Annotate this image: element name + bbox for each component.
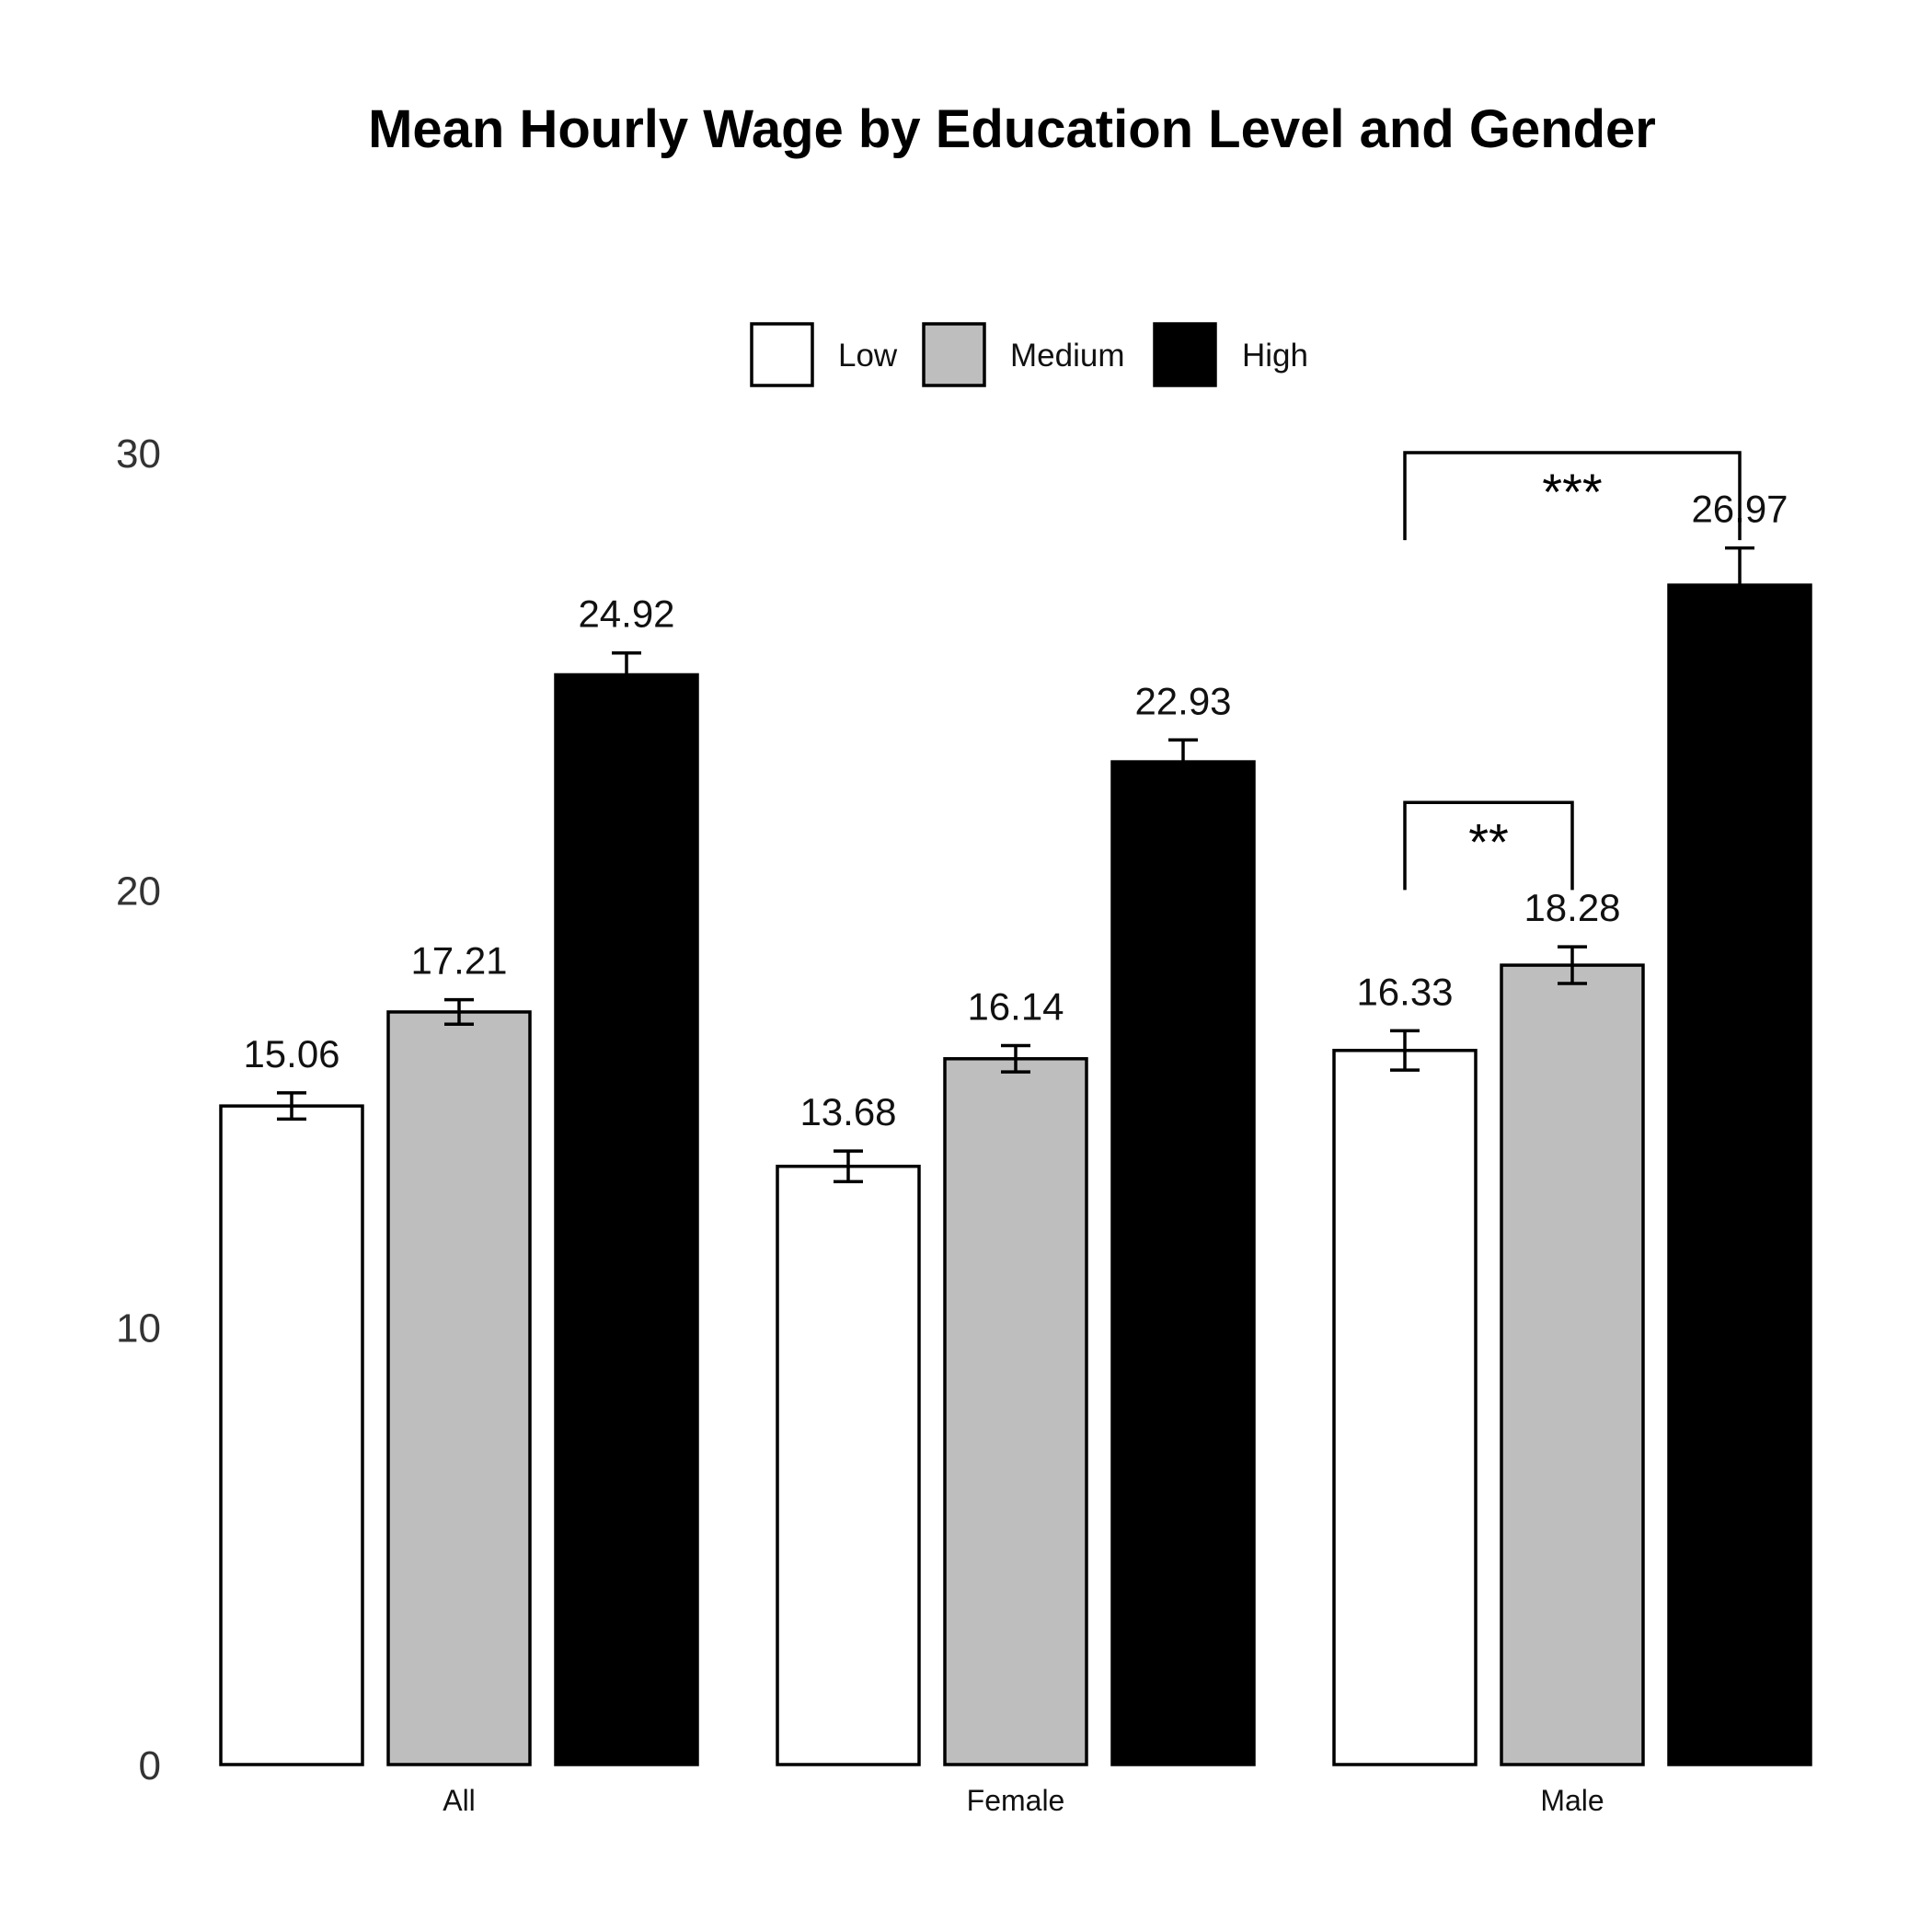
legend-label-medium: Medium [1010,338,1124,374]
y-tick-label: 10 [116,1306,161,1351]
error-bars [277,546,1754,1184]
data-label: 16.14 [967,985,1064,1029]
data-label: 22.93 [1134,679,1231,722]
legend: Low Medium High [750,322,1308,387]
data-label: 13.68 [799,1090,896,1133]
significance-stars: *** [1542,463,1602,521]
bar-medium-all [386,1010,532,1766]
significance-stars: ** [1468,812,1509,870]
data-label: 18.28 [1524,886,1620,929]
significance-annotations: ***** [1403,451,1742,891]
data-label: 15.06 [243,1032,339,1075]
bar-low-male [1332,1049,1478,1766]
y-tick-label: 30 [116,431,161,477]
bar-low-all [219,1104,364,1766]
y-tick-label: 20 [116,868,161,914]
legend-swatch-medium [922,322,986,387]
data-label: 17.21 [410,939,507,983]
y-tick-label: 0 [139,1743,161,1788]
significance-bracket [1403,800,1574,891]
legend-swatch-high [1153,322,1217,387]
bars [219,583,1812,1766]
bar-medium-female [943,1057,1088,1766]
bar-high-female [1110,760,1256,1766]
x-tick-label: Male [1540,1784,1604,1817]
significance-bracket [1403,451,1742,541]
x-axis-labels: All Female Male [443,1784,1604,1817]
y-axis-ticks: 0 10 20 30 [116,431,161,1788]
chart-title: Mean Hourly Wage by Education Level and … [368,99,1656,159]
bar-low-female [776,1164,921,1766]
legend-swatch-low [750,322,814,387]
x-tick-label: Female [967,1784,1065,1817]
x-tick-label: All [443,1784,476,1817]
value-labels: 15.06 13.68 16.33 17.21 16.14 18.28 24.92 22.93… [243,488,1788,1133]
legend-label-low: Low [838,338,898,374]
data-label: 24.92 [578,592,674,636]
bar-high-male [1667,583,1812,1766]
data-label: 16.33 [1356,970,1453,1013]
legend-label-high: High [1242,338,1308,374]
bar-high-all [554,673,699,1766]
bar-medium-male [1500,963,1645,1766]
